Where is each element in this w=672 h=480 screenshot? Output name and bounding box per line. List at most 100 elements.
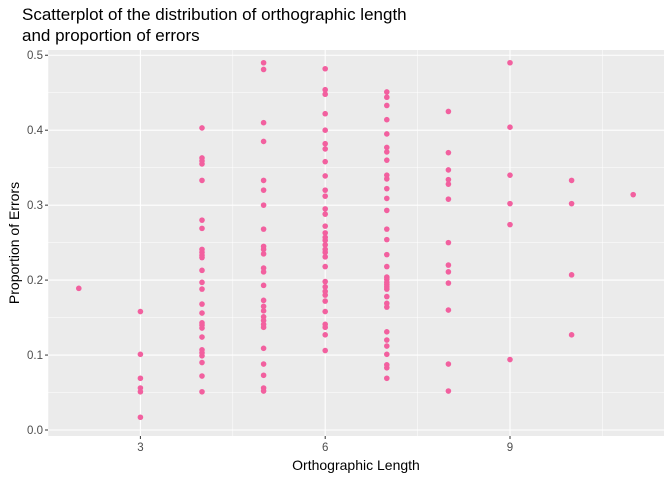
- data-point: [322, 284, 329, 290]
- data-point: [568, 272, 575, 278]
- data-point: [260, 297, 267, 304]
- data-point: [260, 303, 267, 310]
- data-point: [260, 246, 267, 253]
- data-point: [322, 187, 329, 193]
- data-point: [322, 242, 329, 248]
- data-point: [322, 237, 329, 244]
- data-point: [137, 375, 144, 382]
- data-point: [322, 254, 329, 260]
- data-point: [384, 144, 390, 151]
- data-point: [199, 325, 205, 331]
- data-point: [445, 167, 452, 173]
- data-point: [322, 127, 329, 133]
- data-point: [260, 226, 267, 232]
- data-point: [384, 364, 390, 371]
- y-axis-title: Proportion of Errors: [6, 182, 22, 304]
- data-point: [445, 239, 452, 246]
- data-point: [445, 196, 452, 202]
- data-point: [260, 59, 267, 66]
- data-point: [199, 301, 205, 307]
- data-point: [384, 94, 390, 101]
- data-point: [199, 310, 205, 316]
- data-point: [384, 251, 390, 258]
- data-point: [137, 414, 144, 421]
- data-point: [322, 249, 329, 256]
- data-point: [199, 161, 205, 167]
- data-point: [137, 308, 144, 315]
- data-point: [260, 324, 267, 331]
- data-point: [260, 345, 267, 352]
- chart-title-line-1: Scatterplot of the distribution of ortho…: [22, 5, 407, 24]
- data-point: [384, 263, 390, 270]
- data-point: [260, 66, 267, 73]
- data-point: [568, 177, 575, 184]
- data-point: [384, 185, 390, 192]
- x-tick-label: 3: [137, 442, 143, 454]
- data-point: [260, 282, 267, 289]
- data-point: [260, 361, 267, 367]
- data-point: [199, 254, 205, 261]
- data-point: [384, 116, 390, 123]
- data-point: [137, 351, 144, 358]
- data-point: [260, 251, 267, 257]
- data-point: [384, 337, 390, 343]
- data-point: [507, 221, 513, 228]
- data-point: [137, 388, 144, 395]
- data-point: [260, 138, 267, 145]
- data-point: [322, 173, 329, 179]
- data-point: [384, 351, 390, 358]
- data-point: [445, 108, 452, 115]
- data-point: [384, 343, 390, 349]
- data-point: [568, 200, 575, 207]
- grid-lines: [47, 50, 664, 436]
- data-point: [630, 191, 636, 198]
- axis-ticks: 0.0 0.1 0.2 0.3 0.4 0.5 3 6 9: [27, 50, 513, 454]
- data-point: [199, 225, 205, 232]
- data-point: [322, 86, 329, 93]
- x-axis-title: Orthographic Length: [292, 457, 420, 473]
- data-point: [507, 59, 513, 66]
- data-point: [507, 124, 513, 130]
- data-point: [384, 149, 390, 155]
- data-point: [384, 286, 390, 292]
- data-point: [322, 324, 329, 331]
- data-point: [199, 217, 205, 223]
- data-point: [384, 329, 390, 335]
- data-point: [507, 172, 513, 178]
- data-point: [384, 102, 390, 109]
- data-point: [507, 356, 513, 363]
- data-point: [199, 177, 205, 184]
- data-point: [199, 359, 205, 366]
- data-point: [322, 206, 329, 212]
- data-point: [384, 293, 390, 300]
- x-tick-label: 6: [322, 442, 328, 454]
- data-point: [384, 157, 390, 163]
- data-point: [199, 388, 205, 395]
- data-point: [199, 353, 205, 359]
- data-point: [199, 373, 205, 379]
- data-point: [445, 176, 452, 183]
- data-points: [76, 59, 636, 421]
- data-point: [445, 388, 452, 394]
- data-point: [445, 149, 452, 156]
- data-point: [384, 131, 390, 137]
- y-tick-label: 0.3: [27, 200, 43, 212]
- y-tick-label: 0.5: [27, 50, 43, 62]
- data-point: [384, 304, 390, 310]
- data-point: [260, 269, 267, 275]
- data-point: [322, 158, 329, 165]
- data-point: [322, 347, 329, 354]
- data-point: [260, 119, 267, 126]
- data-point: [260, 388, 267, 394]
- y-tick-label: 0.0: [27, 425, 43, 437]
- data-point: [384, 226, 390, 232]
- data-point: [322, 263, 329, 270]
- data-point: [322, 308, 329, 315]
- data-point: [445, 262, 452, 268]
- data-point: [322, 332, 329, 338]
- data-point: [199, 279, 205, 286]
- x-tick-label: 9: [507, 442, 513, 454]
- data-point: [445, 280, 452, 286]
